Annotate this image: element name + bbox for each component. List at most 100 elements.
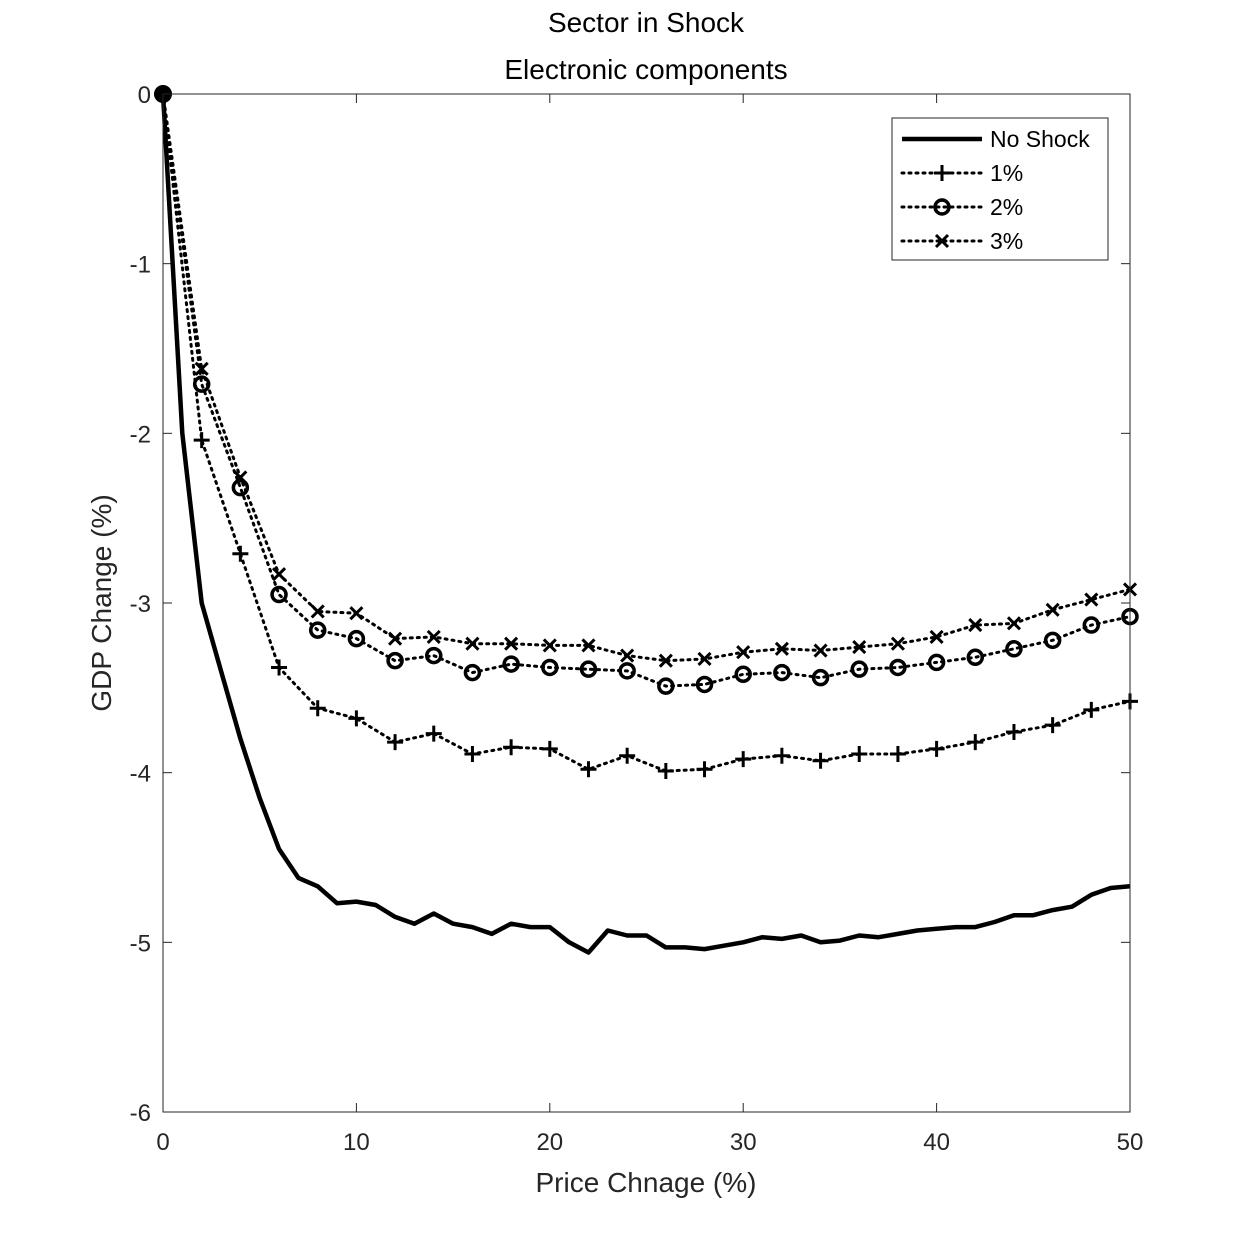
data-point: [541, 740, 558, 757]
data-point: [658, 653, 673, 668]
data-point: [850, 660, 868, 678]
data-point: [309, 700, 326, 717]
data-point: [232, 545, 249, 562]
y-tick-label: -6: [130, 1100, 151, 1127]
chart-title: Sector in Shock: [548, 7, 745, 38]
legend-label: 1%: [990, 160, 1023, 186]
data-point: [465, 636, 480, 651]
data-point: [231, 478, 250, 497]
data-point: [657, 677, 675, 695]
data-point: [736, 645, 751, 660]
plot-frame: [162, 93, 1131, 1113]
y-tick-label: -4: [130, 761, 151, 788]
data-point: [1082, 616, 1101, 634]
data-point: [1045, 602, 1060, 617]
series-2: [154, 85, 1139, 695]
data-point: [271, 659, 288, 676]
data-point: [852, 640, 867, 655]
legend-item: 3%: [900, 228, 1023, 254]
data-point: [811, 668, 830, 687]
data-point: [463, 663, 482, 682]
data-point: [348, 710, 365, 727]
axis-ticks: 0 10 20 30 40 50 0 -1 -2 -3 -4 -5 -6: [130, 82, 1144, 1156]
x-tick-label: 20: [536, 1129, 563, 1156]
data-point: [233, 470, 248, 485]
y-tick-label: -2: [130, 421, 151, 448]
data-point: [425, 646, 443, 665]
data-point: [502, 655, 520, 673]
data-point: [581, 638, 596, 653]
data-point: [774, 641, 789, 656]
data-point: [618, 662, 636, 680]
data-point: [697, 651, 712, 667]
data-point: [541, 658, 559, 677]
data-point: [851, 746, 868, 763]
x-tick-label: 50: [1117, 1129, 1144, 1156]
data-point: [1043, 631, 1062, 650]
data-point: [734, 665, 752, 684]
legend-marker: [933, 198, 951, 216]
chart-subtitle: Electronic components: [504, 54, 787, 85]
data-point: [929, 629, 944, 644]
x-tick-label: 0: [156, 1129, 169, 1156]
data-point: [968, 617, 983, 633]
series-0: [160, 93, 1131, 955]
legend-item: 1%: [900, 160, 1023, 186]
data-point: [966, 648, 985, 667]
y-tick-label: -1: [130, 252, 151, 279]
legend-label: 3%: [990, 228, 1023, 254]
data-point: [504, 636, 519, 651]
data-point: [464, 746, 481, 763]
legend-label: 2%: [990, 194, 1023, 220]
data-point: [696, 761, 713, 778]
data-point: [425, 725, 442, 742]
data-point: [386, 651, 404, 670]
x-tick-label: 30: [730, 1129, 757, 1156]
data-point: [387, 734, 404, 751]
data-point: [967, 734, 984, 751]
data-point: [889, 658, 907, 677]
data-point: [193, 432, 210, 449]
plot-area: [163, 94, 1130, 1112]
legend-item: No Shock: [902, 126, 1090, 152]
data-point: [1005, 723, 1022, 740]
data-point: [773, 747, 790, 764]
data-point: [889, 746, 906, 763]
series-line: [160, 93, 1131, 955]
data-point: [580, 761, 597, 778]
data-point: [735, 751, 752, 768]
data-point: [928, 740, 945, 757]
data-point: [503, 739, 520, 756]
data-point: [1084, 592, 1099, 607]
data-point: [194, 361, 209, 376]
y-tick-label: -5: [130, 930, 151, 957]
data-point: [1005, 640, 1023, 658]
legend: No Shock 1% 2% 3%: [891, 117, 1109, 261]
data-point: [1083, 701, 1100, 718]
data-point: [1006, 616, 1022, 631]
data-point: [542, 638, 557, 653]
data-point: [388, 631, 403, 646]
y-axis-label: GDP Change (%): [86, 494, 117, 711]
legend-box: [891, 117, 1109, 261]
legend-marker: [934, 233, 950, 249]
y-tick-label: 0: [138, 82, 151, 109]
data-point: [1044, 717, 1061, 734]
data-point: [927, 653, 946, 672]
data-point: [695, 675, 714, 694]
y-tick-label: -3: [130, 591, 151, 618]
data-point: [271, 567, 287, 582]
legend-label: No Shock: [990, 126, 1090, 152]
data-point: [812, 752, 829, 769]
data-point: [619, 747, 636, 764]
data-point: [426, 629, 441, 644]
series-line: [161, 92, 1132, 663]
series-layer: [154, 85, 1139, 955]
data-point: [347, 629, 366, 648]
data-point: [773, 663, 791, 682]
data-point: [657, 762, 674, 779]
data-point: [813, 643, 828, 658]
x-tick-label: 10: [343, 1129, 370, 1156]
legend-item: 2%: [900, 194, 1023, 220]
